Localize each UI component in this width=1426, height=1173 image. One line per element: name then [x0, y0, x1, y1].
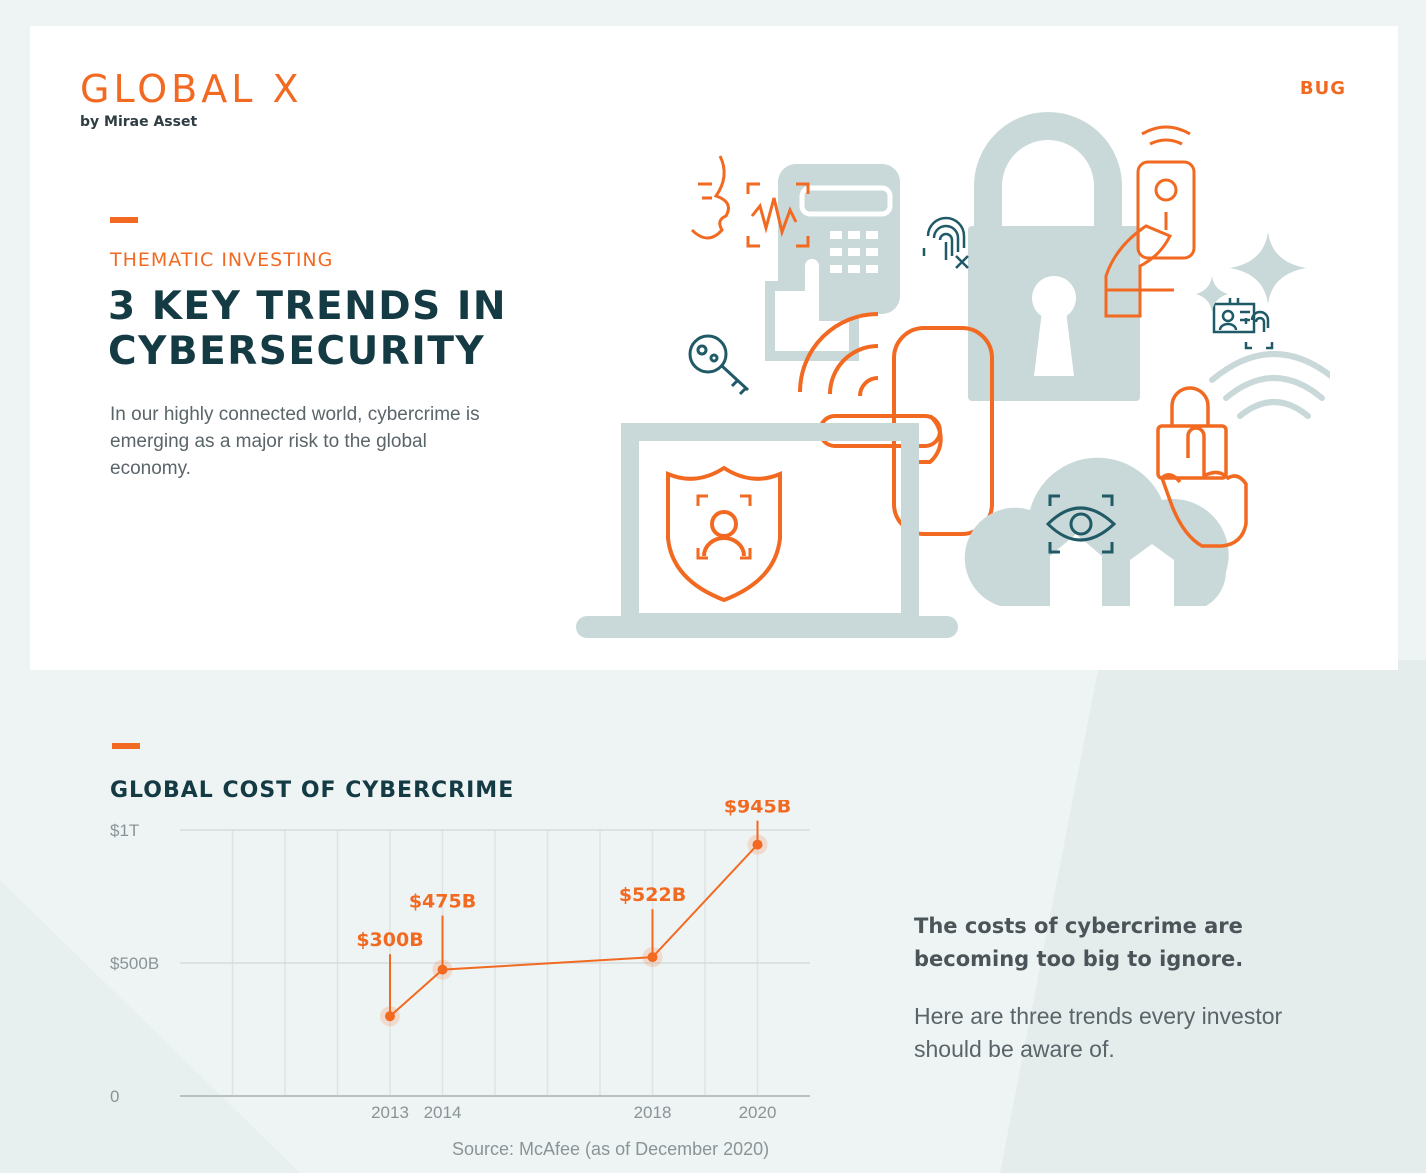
data-point [437, 964, 448, 975]
data-point [385, 1011, 395, 1022]
takeaway-body: Here are three trends every investor sho… [914, 1003, 1283, 1062]
cybersecurity-illustration [576, 112, 1330, 638]
phone-in-hand-icon [1104, 125, 1196, 318]
etf-ticker: BUG [1299, 78, 1346, 99]
data-label: $945B [724, 800, 791, 818]
sparkle-icon [1196, 232, 1306, 312]
series-line [389, 843, 759, 1017]
chart-source: Source: McAfee (as of December 2020) [452, 1139, 770, 1159]
touch-lock-icon [1156, 386, 1248, 548]
x-tick-label: 2014 [424, 1103, 462, 1122]
data-point [752, 839, 763, 850]
data-point [647, 952, 658, 963]
voice-recognition-icon [690, 155, 810, 248]
y-tick-label: 0 [110, 1087, 119, 1106]
x-tick-label: 2013 [371, 1103, 409, 1122]
laptop-shield-icon [576, 423, 958, 638]
y-tick-label: $500B [110, 954, 159, 973]
logo-subtitle: by Mirae Asset [80, 114, 198, 130]
cybercrime-cost-line-chart: 0 $500B $1T 2013 2014 2018 2020 $300B $475B $522B… [110, 800, 810, 1122]
y-tick-label: $1T [110, 821, 139, 840]
fingerprint-icon [922, 216, 969, 269]
intro-text: In our highly connected world, cybercrim… [110, 404, 480, 479]
global-x-logo: GLOBAL X by Mirae Asset [80, 70, 303, 130]
cloud-eye-icon [964, 457, 1229, 606]
data-label: $522B [619, 884, 686, 906]
chart-title: GLOBAL COST OF CYBERCRIME [110, 778, 515, 803]
data-label: $300B [356, 929, 423, 951]
takeaway-headline: The costs of cybercrime are becoming too… [914, 914, 1244, 971]
takeaway-block: The costs of cybercrime are becoming too… [914, 910, 1314, 1066]
data-label: $475B [409, 891, 476, 913]
id-badge-icon [1212, 298, 1274, 350]
logo-wordmark: GLOBAL X [80, 67, 303, 111]
chart-accent-dash [112, 743, 140, 749]
x-tick-label: 2018 [634, 1103, 672, 1122]
digital-key-icon [688, 334, 750, 396]
x-tick-label: 2020 [739, 1103, 777, 1122]
padlock-icon [968, 112, 1140, 401]
accent-dash [110, 217, 138, 223]
page-title: 3 KEY TRENDS IN CYBERSECURITY [108, 284, 507, 374]
hero-card: GLOBAL X by Mirae Asset BUG THEMATIC INV… [30, 26, 1398, 670]
page-title-line2: CYBERSECURITY [108, 329, 486, 374]
wifi-icon [1209, 351, 1330, 419]
section-kicker: THEMATIC INVESTING [110, 249, 334, 271]
page-title-line1: 3 KEY TRENDS IN [108, 284, 507, 329]
